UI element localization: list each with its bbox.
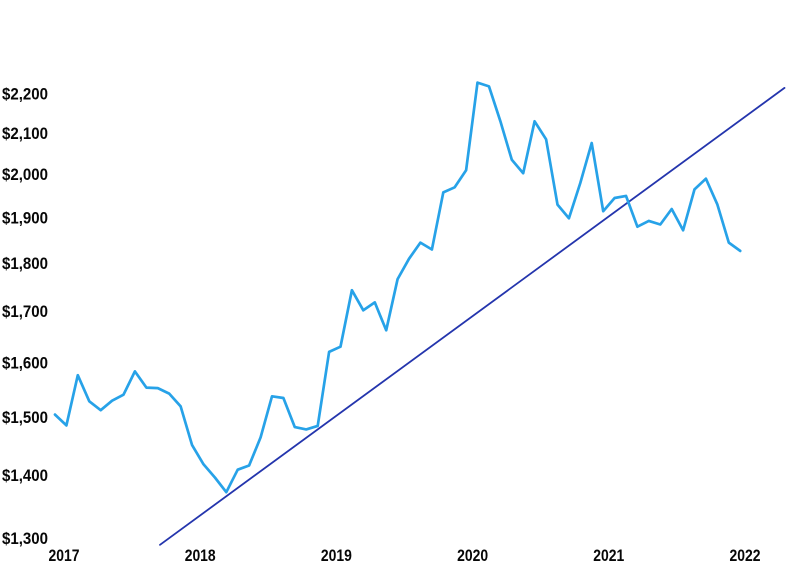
y-axis-tick-label: $2,000 [2, 165, 48, 184]
x-axis-tick-label: 2017 [49, 546, 80, 565]
x-axis-tick-label: 2019 [321, 546, 352, 565]
y-axis-tick-label: $2,100 [2, 124, 48, 143]
y-axis-tick-label: $1,700 [2, 302, 48, 321]
y-axis-tick-label: $1,600 [2, 353, 48, 372]
x-axis-tick-label: 2020 [457, 546, 488, 565]
x-axis-tick-label: 2022 [730, 546, 761, 565]
x-axis-tick-label: 2021 [593, 546, 624, 565]
price-line-series [53, 81, 742, 494]
trend-line [159, 87, 786, 546]
y-axis-tick-label: $1,300 [2, 529, 48, 548]
y-axis-tick-label: $1,900 [2, 208, 48, 227]
y-axis-tick-label: $1,500 [2, 408, 48, 427]
y-axis-tick-label: $2,200 [2, 85, 48, 104]
x-axis-tick-label: 2018 [185, 546, 216, 565]
y-axis-tick-label: $1,800 [2, 254, 48, 273]
y-axis-tick-label: $1,400 [2, 466, 48, 485]
